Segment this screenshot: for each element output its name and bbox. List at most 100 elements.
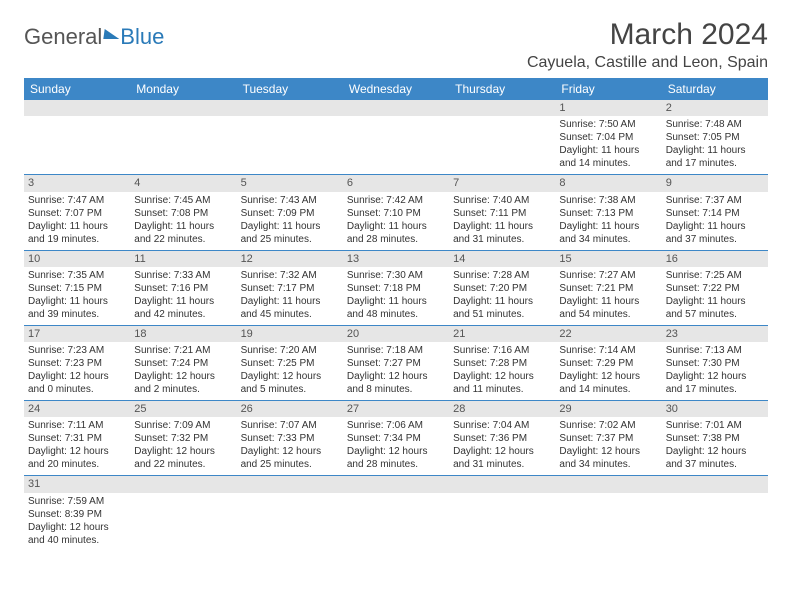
sunset-text: Sunset: 7:21 PM bbox=[559, 282, 657, 295]
calendar-day-cell: 1Sunrise: 7:50 AMSunset: 7:04 PMDaylight… bbox=[555, 100, 661, 175]
day-number bbox=[343, 476, 449, 492]
daylight2-text: and 28 minutes. bbox=[347, 458, 445, 471]
day-number: 19 bbox=[237, 326, 343, 342]
sunrise-text: Sunrise: 7:48 AM bbox=[666, 118, 764, 131]
calendar-day-cell bbox=[237, 100, 343, 175]
daylight2-text: and 8 minutes. bbox=[347, 383, 445, 396]
daylight2-text: and 39 minutes. bbox=[28, 308, 126, 321]
calendar-week-row: 24Sunrise: 7:11 AMSunset: 7:31 PMDayligh… bbox=[24, 401, 768, 476]
daylight2-text: and 5 minutes. bbox=[241, 383, 339, 396]
day-number bbox=[237, 100, 343, 116]
daylight2-text: and 25 minutes. bbox=[241, 458, 339, 471]
calendar-day-cell bbox=[449, 476, 555, 551]
sunrise-text: Sunrise: 7:06 AM bbox=[347, 419, 445, 432]
daylight2-text: and 22 minutes. bbox=[134, 233, 232, 246]
sunset-text: Sunset: 7:07 PM bbox=[28, 207, 126, 220]
daylight1-text: Daylight: 11 hours bbox=[347, 220, 445, 233]
weekday-header: Thursday bbox=[449, 78, 555, 100]
day-number bbox=[449, 476, 555, 492]
sunset-text: Sunset: 7:27 PM bbox=[347, 357, 445, 370]
day-number: 3 bbox=[24, 175, 130, 191]
day-number: 31 bbox=[24, 476, 130, 492]
daylight1-text: Daylight: 11 hours bbox=[241, 220, 339, 233]
calendar-day-cell: 17Sunrise: 7:23 AMSunset: 7:23 PMDayligh… bbox=[24, 325, 130, 400]
sunset-text: Sunset: 7:13 PM bbox=[559, 207, 657, 220]
daylight2-text: and 34 minutes. bbox=[559, 233, 657, 246]
daylight1-text: Daylight: 11 hours bbox=[134, 295, 232, 308]
calendar-day-cell bbox=[24, 100, 130, 175]
daylight1-text: Daylight: 12 hours bbox=[241, 370, 339, 383]
sunrise-text: Sunrise: 7:32 AM bbox=[241, 269, 339, 282]
day-number: 17 bbox=[24, 326, 130, 342]
daylight1-text: Daylight: 11 hours bbox=[453, 220, 551, 233]
daylight1-text: Daylight: 12 hours bbox=[347, 445, 445, 458]
daylight2-text: and 11 minutes. bbox=[453, 383, 551, 396]
daylight1-text: Daylight: 11 hours bbox=[666, 295, 764, 308]
daylight2-text: and 20 minutes. bbox=[28, 458, 126, 471]
day-number bbox=[662, 476, 768, 492]
calendar-day-cell: 28Sunrise: 7:04 AMSunset: 7:36 PMDayligh… bbox=[449, 401, 555, 476]
calendar-day-cell: 22Sunrise: 7:14 AMSunset: 7:29 PMDayligh… bbox=[555, 325, 661, 400]
calendar-day-cell: 13Sunrise: 7:30 AMSunset: 7:18 PMDayligh… bbox=[343, 250, 449, 325]
day-number: 7 bbox=[449, 175, 555, 191]
day-number: 27 bbox=[343, 401, 449, 417]
calendar-table: Sunday Monday Tuesday Wednesday Thursday… bbox=[24, 78, 768, 551]
sunrise-text: Sunrise: 7:42 AM bbox=[347, 194, 445, 207]
sunrise-text: Sunrise: 7:50 AM bbox=[559, 118, 657, 131]
daylight2-text: and 28 minutes. bbox=[347, 233, 445, 246]
day-number: 24 bbox=[24, 401, 130, 417]
daylight1-text: Daylight: 12 hours bbox=[666, 445, 764, 458]
calendar-day-cell: 7Sunrise: 7:40 AMSunset: 7:11 PMDaylight… bbox=[449, 175, 555, 250]
day-number bbox=[130, 100, 236, 116]
calendar-day-cell: 15Sunrise: 7:27 AMSunset: 7:21 PMDayligh… bbox=[555, 250, 661, 325]
daylight1-text: Daylight: 11 hours bbox=[666, 220, 764, 233]
logo-mark-icon bbox=[104, 29, 121, 39]
calendar-day-cell: 21Sunrise: 7:16 AMSunset: 7:28 PMDayligh… bbox=[449, 325, 555, 400]
calendar-day-cell: 4Sunrise: 7:45 AMSunset: 7:08 PMDaylight… bbox=[130, 175, 236, 250]
day-number: 22 bbox=[555, 326, 661, 342]
daylight2-text: and 48 minutes. bbox=[347, 308, 445, 321]
calendar-day-cell bbox=[555, 476, 661, 551]
daylight1-text: Daylight: 12 hours bbox=[134, 370, 232, 383]
sunset-text: Sunset: 7:33 PM bbox=[241, 432, 339, 445]
sunrise-text: Sunrise: 7:01 AM bbox=[666, 419, 764, 432]
calendar-week-row: 10Sunrise: 7:35 AMSunset: 7:15 PMDayligh… bbox=[24, 250, 768, 325]
day-number: 28 bbox=[449, 401, 555, 417]
sunset-text: Sunset: 7:10 PM bbox=[347, 207, 445, 220]
sunrise-text: Sunrise: 7:07 AM bbox=[241, 419, 339, 432]
day-number: 4 bbox=[130, 175, 236, 191]
calendar-day-cell: 19Sunrise: 7:20 AMSunset: 7:25 PMDayligh… bbox=[237, 325, 343, 400]
day-number bbox=[24, 100, 130, 116]
calendar-day-cell: 12Sunrise: 7:32 AMSunset: 7:17 PMDayligh… bbox=[237, 250, 343, 325]
weekday-header: Friday bbox=[555, 78, 661, 100]
sunset-text: Sunset: 7:15 PM bbox=[28, 282, 126, 295]
daylight2-text: and 14 minutes. bbox=[559, 157, 657, 170]
sunrise-text: Sunrise: 7:23 AM bbox=[28, 344, 126, 357]
calendar-day-cell: 16Sunrise: 7:25 AMSunset: 7:22 PMDayligh… bbox=[662, 250, 768, 325]
sunset-text: Sunset: 7:30 PM bbox=[666, 357, 764, 370]
sunrise-text: Sunrise: 7:47 AM bbox=[28, 194, 126, 207]
logo-text-blue: Blue bbox=[120, 24, 164, 50]
sunset-text: Sunset: 7:29 PM bbox=[559, 357, 657, 370]
sunset-text: Sunset: 7:23 PM bbox=[28, 357, 126, 370]
calendar-day-cell: 31Sunrise: 7:59 AMSunset: 8:39 PMDayligh… bbox=[24, 476, 130, 551]
sunset-text: Sunset: 7:17 PM bbox=[241, 282, 339, 295]
calendar-day-cell bbox=[662, 476, 768, 551]
sunset-text: Sunset: 7:36 PM bbox=[453, 432, 551, 445]
sunrise-text: Sunrise: 7:27 AM bbox=[559, 269, 657, 282]
day-number: 8 bbox=[555, 175, 661, 191]
calendar-day-cell: 11Sunrise: 7:33 AMSunset: 7:16 PMDayligh… bbox=[130, 250, 236, 325]
sunset-text: Sunset: 7:24 PM bbox=[134, 357, 232, 370]
logo: General Blue bbox=[24, 24, 164, 50]
sunset-text: Sunset: 7:25 PM bbox=[241, 357, 339, 370]
logo-text-general: General bbox=[24, 24, 102, 50]
daylight2-text: and 37 minutes. bbox=[666, 233, 764, 246]
calendar-day-cell: 10Sunrise: 7:35 AMSunset: 7:15 PMDayligh… bbox=[24, 250, 130, 325]
calendar-day-cell: 29Sunrise: 7:02 AMSunset: 7:37 PMDayligh… bbox=[555, 401, 661, 476]
daylight1-text: Daylight: 12 hours bbox=[28, 521, 126, 534]
weekday-header: Saturday bbox=[662, 78, 768, 100]
sunset-text: Sunset: 7:14 PM bbox=[666, 207, 764, 220]
calendar-day-cell: 26Sunrise: 7:07 AMSunset: 7:33 PMDayligh… bbox=[237, 401, 343, 476]
day-number: 2 bbox=[662, 100, 768, 116]
sunrise-text: Sunrise: 7:14 AM bbox=[559, 344, 657, 357]
